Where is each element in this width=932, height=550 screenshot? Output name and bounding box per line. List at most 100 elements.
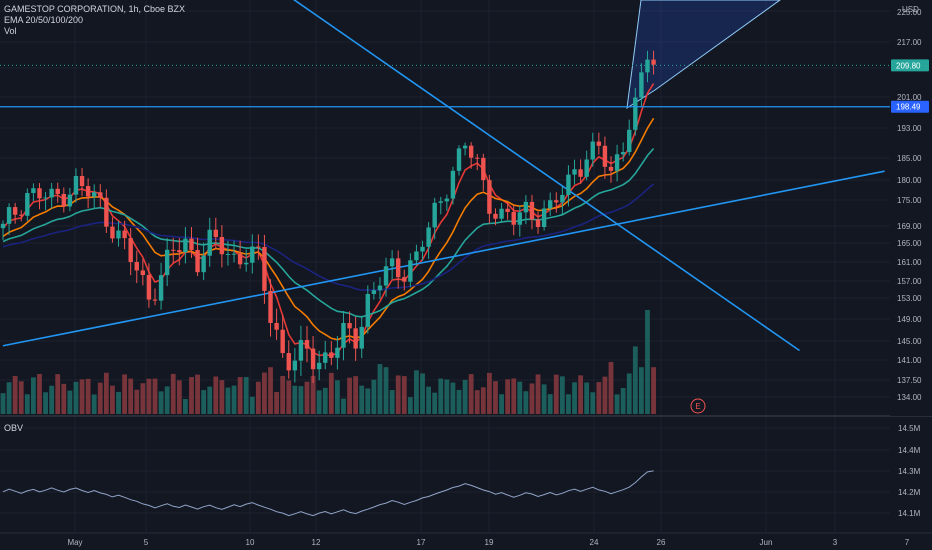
time-tick-label: 5 (144, 538, 149, 547)
time-tick-label: 17 (417, 538, 426, 547)
candle (335, 336, 340, 370)
volume-bar (116, 391, 121, 414)
volume-bar (553, 374, 559, 414)
candle (365, 285, 370, 334)
current-price-tag: 209.80 (891, 59, 929, 72)
volume-bar (511, 378, 517, 414)
price-tick-label: 193.00 (897, 124, 922, 133)
candle (237, 240, 243, 269)
candle (79, 167, 85, 197)
volume-bar (420, 373, 425, 414)
candle (651, 50, 656, 75)
price-tick-label: 161.00 (897, 258, 922, 267)
candle (377, 277, 383, 300)
candle (128, 228, 133, 276)
volume-bar (438, 378, 444, 414)
time-axis[interactable]: May 5 10 12 17 19 24 26 Jun 3 7 (0, 532, 932, 550)
candle (292, 348, 298, 383)
volume-bar (462, 379, 468, 414)
volume-bar (207, 386, 213, 414)
price-tick-label: 169.00 (897, 222, 922, 231)
time-tick-label: Jun (760, 538, 773, 547)
trendline-2[interactable] (258, 0, 800, 352)
indicator-label[interactable]: EMA 20/50/100/200 (4, 15, 84, 25)
candle (529, 194, 535, 230)
candle (12, 202, 18, 224)
volume-bar (541, 384, 547, 414)
volume-bar (432, 392, 438, 414)
candle (250, 234, 255, 274)
volume-bar (268, 367, 273, 414)
price-tick-label: 153.00 (897, 294, 922, 303)
volume-bar (201, 390, 207, 414)
candle (146, 263, 152, 308)
candle (225, 240, 231, 266)
price-lines (0, 64, 890, 108)
volume-bar (255, 381, 261, 414)
volume-bar (480, 387, 486, 414)
volume-bar (371, 379, 377, 414)
volume-bar (474, 390, 480, 414)
price-tick-label: 185.00 (897, 154, 922, 163)
candle (25, 188, 30, 221)
volume-bar (590, 392, 596, 414)
candle (329, 341, 334, 366)
candle (627, 119, 632, 156)
candle (608, 156, 614, 183)
candle (584, 150, 589, 181)
volume-bar (164, 386, 170, 414)
candle (596, 132, 602, 155)
time-tick-label: 24 (590, 538, 599, 547)
candle (262, 234, 267, 304)
price-tick-label: 137.50 (897, 376, 922, 385)
price-tick-label: 201.00 (897, 93, 922, 102)
trendline-1[interactable] (2, 170, 885, 347)
volume-bar (24, 394, 30, 414)
volume-bar (243, 376, 249, 414)
volume-bar (55, 374, 61, 414)
earnings-marker[interactable]: E (690, 398, 706, 414)
candles (0, 50, 656, 384)
volume-bar (353, 376, 359, 414)
price-tick-label: 180.00 (897, 176, 922, 185)
candle (256, 234, 261, 260)
volume-bar (237, 377, 243, 414)
candle (341, 310, 346, 361)
projection-triangle[interactable] (626, 0, 781, 110)
volume-bar (189, 377, 194, 414)
candle (152, 288, 158, 306)
candle (353, 316, 358, 361)
candle (517, 205, 522, 237)
candle (420, 240, 425, 261)
candle (213, 217, 218, 250)
trendlines[interactable] (2, 0, 885, 352)
volume-bar (134, 389, 140, 414)
volume-bar (183, 399, 188, 414)
volume-bar (49, 385, 55, 414)
volume-bar (0, 393, 6, 414)
obv-tick-label: 14.5M (898, 424, 921, 433)
volume-label[interactable]: Vol (4, 26, 17, 36)
price-axis[interactable]: USD217.00209.00201.00193.00185.00180.001… (890, 0, 932, 416)
obv-label[interactable]: OBV (4, 423, 24, 433)
candle (572, 159, 577, 185)
volume-bar (395, 375, 401, 414)
volume-bar (523, 391, 529, 414)
candle (316, 350, 322, 381)
candle (104, 189, 109, 233)
price-tick-label: 165.00 (897, 239, 922, 248)
candle (73, 168, 79, 203)
candle (639, 63, 644, 107)
time-tick-label: 10 (246, 538, 255, 547)
time-tick-label: May (67, 538, 82, 547)
symbol-title[interactable]: GAMESTOP CORPORATION, 1h, Cboe BZX (4, 4, 186, 14)
volume-bar (487, 372, 492, 414)
candle (554, 192, 559, 213)
volume-bar (140, 383, 146, 414)
volume-bar (626, 373, 632, 414)
volume-bar (286, 380, 292, 414)
price-tick-label: 141.00 (897, 356, 922, 365)
candle (426, 222, 431, 259)
candle (231, 240, 237, 263)
